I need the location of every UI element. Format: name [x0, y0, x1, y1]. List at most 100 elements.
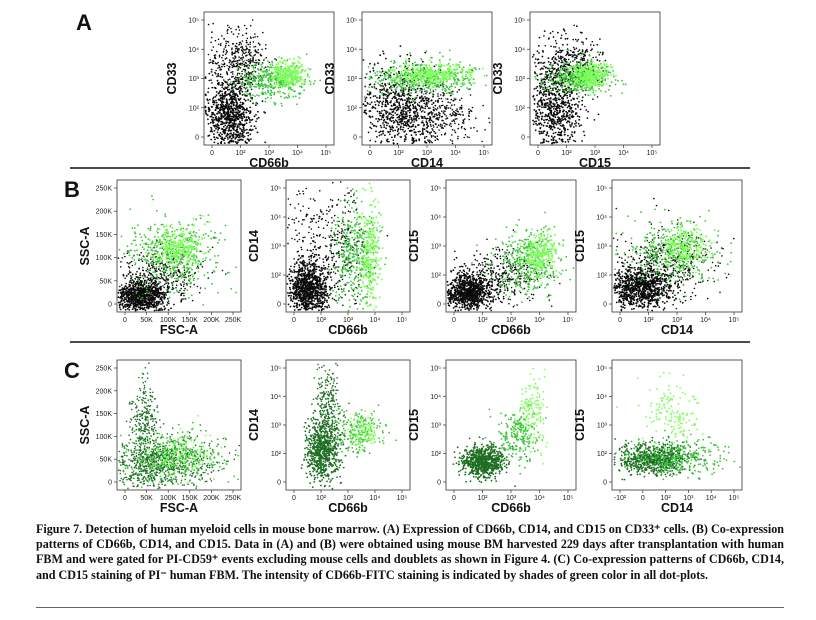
- y-tick-label: 150K: [96, 411, 113, 418]
- x-tick-label: 10⁵: [479, 150, 490, 157]
- panel-letter: B: [64, 177, 80, 202]
- y-tick-label: 0: [603, 480, 607, 487]
- y-tick-label: 10⁴: [270, 215, 281, 222]
- y-axis-title: CD33: [165, 62, 179, 94]
- y-tick-label: 10³: [597, 244, 608, 251]
- dot-plot-c2: 0 10² 10³ 10⁴ 10⁵ 0 10² 10³ 10⁴ 10⁵ CD66b CD14: [247, 359, 411, 515]
- y-axis-title: CD14: [247, 230, 261, 262]
- x-axis-title: CD66b: [328, 323, 368, 337]
- x-tick-label: 10²: [393, 150, 404, 157]
- y-axis-title: CD33: [491, 62, 505, 94]
- dot-cloud: [117, 195, 237, 312]
- dot-cloud: [612, 197, 735, 312]
- x-tick-label: 0: [292, 317, 296, 324]
- x-tick-label: 10³: [343, 317, 354, 324]
- x-tick-label: 0: [452, 495, 456, 502]
- y-tick-label: 10²: [597, 273, 608, 280]
- x-tick-label: 10⁴: [450, 150, 461, 157]
- x-tick-label: 10⁵: [563, 495, 574, 502]
- y-axis-title: CD15: [573, 230, 587, 262]
- y-tick-label: 50K: [100, 457, 113, 464]
- y-tick-label: 10²: [347, 105, 358, 112]
- y-tick-label: 150K: [96, 232, 113, 239]
- y-tick-label: 10⁴: [596, 394, 607, 401]
- x-tick-label: 10²: [661, 495, 672, 502]
- x-tick-label: 0: [210, 150, 214, 157]
- y-axis-title: CD33: [323, 62, 337, 94]
- y-tick-label: 10²: [271, 451, 282, 458]
- y-tick-label: 10²: [431, 273, 442, 280]
- plot-frame: [116, 179, 242, 313]
- x-axis-title: CD14: [661, 323, 693, 337]
- x-axis-title: CD66b: [328, 501, 368, 515]
- x-axis-title: CD15: [579, 156, 611, 170]
- x-tick-label: 200K: [203, 495, 220, 502]
- x-tick-label: 10⁵: [563, 317, 574, 324]
- x-tick-label: 10³: [672, 317, 683, 324]
- y-tick-label: 250K: [96, 186, 113, 193]
- x-tick-label: 10²: [316, 317, 327, 324]
- y-tick-label: 10²: [515, 105, 526, 112]
- x-tick-label: 10³: [683, 495, 694, 502]
- y-axis-title: CD15: [407, 409, 421, 441]
- y-tick-label: 10²: [271, 273, 282, 280]
- x-tick-label: 10⁴: [292, 150, 303, 157]
- x-tick-label: 10²: [477, 317, 488, 324]
- dot-cloud: [452, 367, 548, 488]
- plot-frame: [116, 359, 242, 491]
- y-tick-label: 10⁴: [430, 215, 441, 222]
- y-tick-label: 0: [437, 302, 441, 309]
- dot-plot-a2: 0 10² 10³ 10⁴ 10⁵ 0 10² 10³ 10⁴ 10⁵ CD14 CD33: [323, 11, 493, 170]
- plot-frame: [445, 359, 577, 491]
- x-tick-label: 100K: [160, 495, 177, 502]
- x-axis-title: FSC-A: [160, 501, 198, 515]
- panel-letter: C: [64, 358, 80, 383]
- y-tick-label: 10³: [597, 423, 608, 430]
- y-tick-label: 10³: [189, 76, 200, 83]
- x-axis-title: CD66b: [249, 156, 289, 170]
- dot-cloud: [117, 362, 240, 490]
- figure-caption: Figure 7. Detection of human myeloid cel…: [36, 522, 784, 582]
- caption-rule: [36, 607, 784, 608]
- x-tick-label: 0: [368, 150, 372, 157]
- y-tick-label: 10⁵: [596, 186, 607, 193]
- y-tick-label: 0: [277, 302, 281, 309]
- y-tick-label: 10²: [597, 451, 608, 458]
- dot-plot-c3: 0 10² 10³ 10⁴ 10⁵ 0 10² 10³ 10⁴ 10⁵ CD66b CD15: [407, 359, 577, 515]
- y-tick-label: 10³: [515, 76, 526, 83]
- y-tick-label: 10⁴: [346, 47, 357, 54]
- y-tick-label: 10⁵: [188, 18, 199, 25]
- dot-plot-b4: 0 10² 10³ 10⁴ 10⁵ 0 10² 10³ 10⁴ 10⁵ CD14 CD15: [573, 179, 743, 337]
- dot-plot-b2: 0 10² 10³ 10⁴ 10⁵ 0 10² 10³ 10⁴ 10⁵ CD66b CD14: [247, 179, 411, 337]
- dot-plot-b3: 0 10² 10³ 10⁴ 10⁵ 0 10² 10³ 10⁴ 10⁵ CD66b CD15: [407, 179, 577, 337]
- x-tick-label: 150K: [182, 317, 199, 324]
- y-tick-label: 10⁵: [514, 18, 525, 25]
- x-tick-label: -10²: [614, 495, 627, 502]
- x-axis-title: CD14: [661, 501, 693, 515]
- y-tick-label: 10⁴: [596, 215, 607, 222]
- x-tick-label: 10⁵: [647, 150, 658, 157]
- y-tick-label: 10⁴: [188, 47, 199, 54]
- x-tick-label: 150K: [182, 495, 199, 502]
- dot-plot-a3: 0 10² 10³ 10⁴ 10⁵ 0 10² 10³ 10⁴ 10⁵ CD15 CD33: [491, 11, 661, 170]
- x-tick-label: 10⁴: [706, 495, 717, 502]
- x-tick-label: 10⁴: [618, 150, 629, 157]
- dot-cloud: [204, 19, 322, 145]
- x-tick-label: 10⁴: [534, 495, 545, 502]
- y-tick-label: 10⁴: [270, 394, 281, 401]
- y-tick-label: 0: [353, 135, 357, 142]
- x-tick-label: 50K: [140, 495, 153, 502]
- x-tick-label: 10³: [506, 317, 517, 324]
- y-tick-label: 10⁵: [270, 366, 281, 373]
- x-tick-label: 10²: [235, 150, 246, 157]
- x-tick-label: 0: [641, 495, 645, 502]
- x-tick-label: 10⁴: [700, 317, 711, 324]
- x-tick-label: 100K: [160, 317, 177, 324]
- dot-cloud: [531, 24, 627, 145]
- dot-plot-a1: 0 10² 10³ 10⁴ 10⁵ 0 10² 10³ 10⁴ 10⁵ CD66b CD33: [165, 11, 335, 170]
- x-tick-label: 10³: [264, 150, 275, 157]
- x-axis-title: CD66b: [491, 323, 531, 337]
- y-tick-label: 10⁵: [270, 186, 281, 193]
- dot-plot-c4: -10² 0 10² 10³ 10⁴ 10⁵ 0 10² 10³ 10⁴ 10⁵ CD14 CD15: [573, 359, 743, 515]
